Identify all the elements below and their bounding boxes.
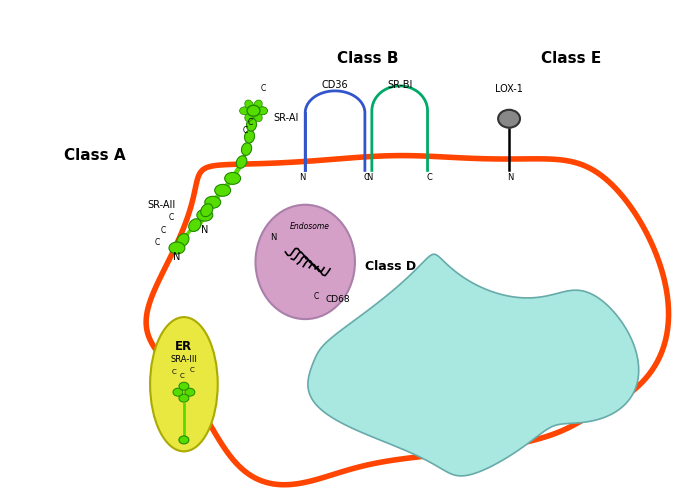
Ellipse shape	[197, 209, 213, 221]
Ellipse shape	[241, 143, 251, 155]
Polygon shape	[308, 254, 639, 476]
Ellipse shape	[256, 205, 355, 319]
Ellipse shape	[215, 185, 231, 196]
Text: SRA-III: SRA-III	[170, 355, 197, 365]
Text: C: C	[243, 125, 248, 134]
Text: C: C	[364, 174, 370, 183]
Ellipse shape	[225, 173, 240, 185]
Text: N: N	[201, 225, 209, 235]
Ellipse shape	[236, 156, 247, 168]
Text: C: C	[248, 118, 253, 126]
Text: SR-AII: SR-AII	[147, 200, 176, 210]
Ellipse shape	[247, 105, 260, 116]
Ellipse shape	[258, 107, 267, 115]
Text: ER: ER	[175, 340, 192, 353]
Text: SR-BI: SR-BI	[387, 80, 413, 90]
Polygon shape	[146, 156, 668, 485]
Ellipse shape	[185, 388, 195, 396]
Ellipse shape	[179, 382, 189, 390]
Ellipse shape	[179, 394, 189, 402]
Ellipse shape	[254, 100, 263, 110]
Text: C: C	[189, 368, 194, 373]
Text: Endosome: Endosome	[290, 222, 330, 231]
Text: N: N	[173, 252, 181, 262]
Text: C: C	[426, 174, 433, 183]
Text: C: C	[168, 213, 174, 222]
Text: C: C	[261, 84, 266, 93]
Text: C: C	[180, 373, 184, 379]
Ellipse shape	[247, 118, 256, 131]
Ellipse shape	[205, 196, 220, 208]
Ellipse shape	[254, 112, 263, 122]
Text: N: N	[366, 174, 372, 183]
Ellipse shape	[173, 388, 183, 396]
Text: CD68: CD68	[325, 295, 350, 304]
Text: N: N	[299, 174, 305, 183]
Ellipse shape	[200, 204, 213, 217]
Text: Class A: Class A	[63, 148, 125, 164]
Text: SR-AI: SR-AI	[274, 113, 299, 123]
Ellipse shape	[245, 130, 254, 143]
Text: N: N	[507, 174, 513, 183]
Ellipse shape	[150, 317, 218, 451]
Ellipse shape	[189, 219, 201, 232]
Ellipse shape	[179, 436, 189, 444]
Ellipse shape	[240, 107, 249, 115]
Ellipse shape	[169, 242, 185, 254]
Ellipse shape	[245, 100, 254, 110]
Ellipse shape	[245, 112, 254, 122]
Text: C: C	[172, 370, 176, 375]
Ellipse shape	[177, 234, 189, 247]
Text: Class B: Class B	[337, 51, 399, 66]
Text: LOX-1: LOX-1	[495, 84, 523, 94]
Text: C: C	[161, 226, 165, 235]
Ellipse shape	[498, 110, 520, 127]
Text: N: N	[270, 233, 276, 242]
Text: C: C	[154, 238, 160, 247]
Text: Class E: Class E	[541, 51, 601, 66]
Text: C: C	[314, 292, 319, 301]
Text: Class D: Class D	[365, 260, 416, 273]
Ellipse shape	[258, 107, 267, 115]
Text: CD36: CD36	[322, 80, 349, 90]
